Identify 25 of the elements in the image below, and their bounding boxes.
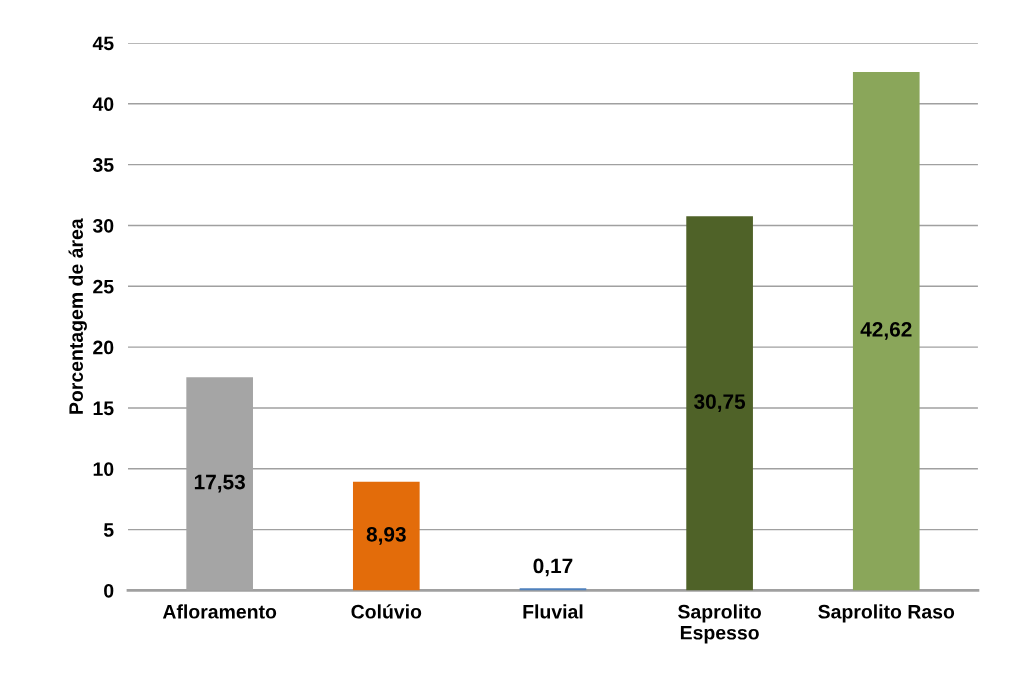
x-tick-label: Colúvio	[351, 604, 422, 619]
data-label: 8,93	[366, 526, 406, 545]
data-label: 17,53	[194, 474, 245, 493]
data-label: 42,62	[860, 322, 912, 340]
bar	[686, 216, 753, 591]
bar	[852, 71, 920, 591]
y-tick-label: 0	[104, 583, 114, 598]
x-tick-label: Afloramento	[162, 604, 277, 619]
data-label: 30,75	[694, 394, 746, 412]
y-tick-label: 10	[93, 462, 114, 477]
y-tick-label: 30	[92, 218, 114, 233]
y-tick-label: 5	[103, 523, 114, 537]
y-axis-title: Porcentagem de área	[68, 218, 87, 414]
bar	[519, 588, 587, 591]
y-tick-label: 15	[93, 401, 114, 416]
x-tick-label: Fluvial	[523, 604, 583, 619]
y-tick-label: 40	[92, 97, 114, 112]
data-label: 0,17	[533, 558, 573, 577]
y-tick-label: 35	[92, 158, 114, 172]
bar	[352, 481, 420, 591]
y-tick-label: 45	[92, 36, 114, 51]
y-tick-label: 20	[93, 340, 114, 355]
y-tick-label: 25	[93, 279, 114, 294]
x-tick-label: Saprolito Raso	[818, 604, 955, 623]
x-tick-label: Saprolito Espesso	[678, 604, 761, 644]
